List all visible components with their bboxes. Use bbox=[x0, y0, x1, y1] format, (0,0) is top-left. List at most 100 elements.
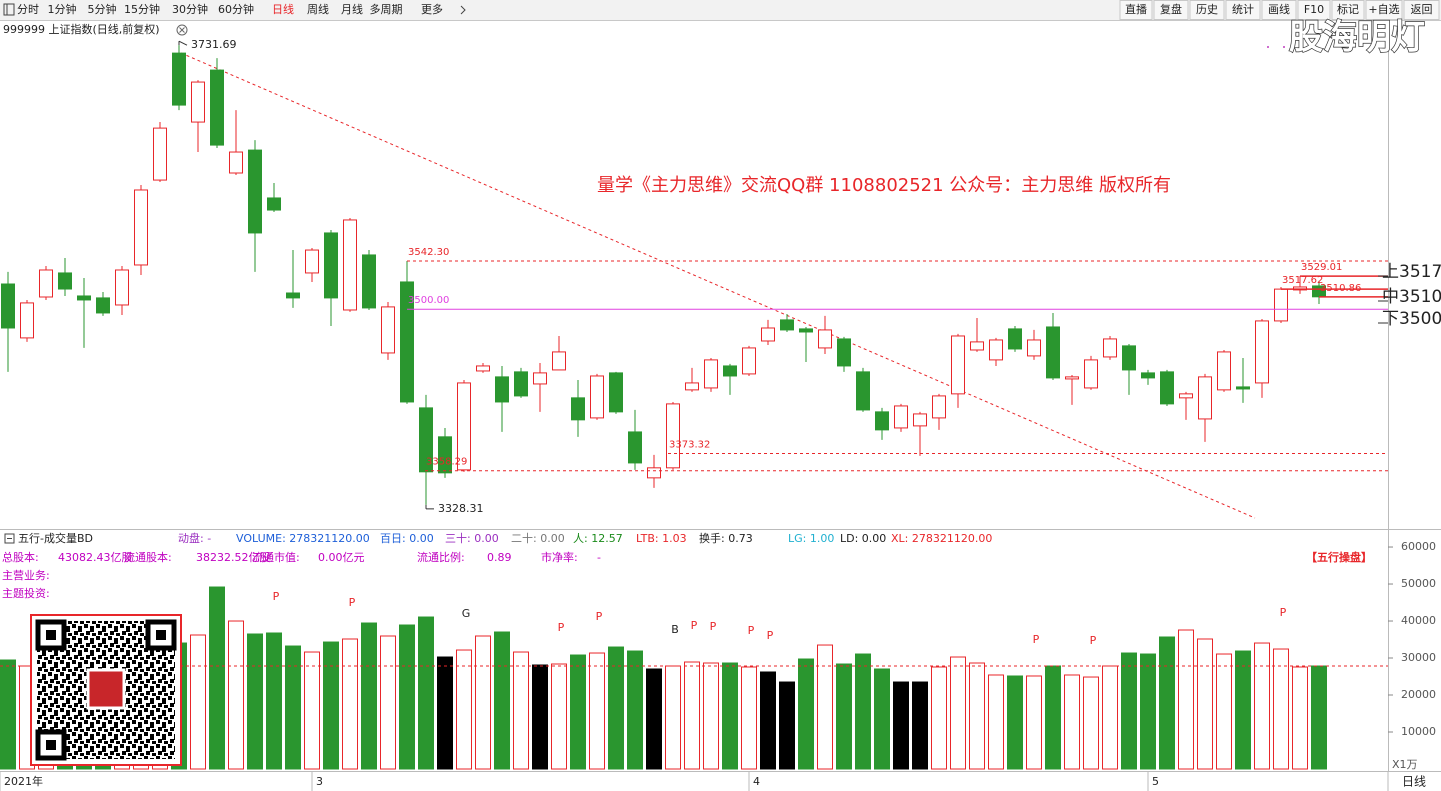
candle-body bbox=[343, 219, 357, 311]
candle-body bbox=[1179, 393, 1193, 399]
period-tab[interactable]: 周线 bbox=[307, 2, 329, 16]
volume-bar bbox=[893, 681, 909, 770]
tool-button[interactable] bbox=[1261, 0, 1297, 20]
candle-body bbox=[913, 413, 927, 427]
candle-body bbox=[875, 411, 889, 431]
candle-body bbox=[1103, 338, 1117, 358]
period-tab[interactable]: 60分钟 bbox=[218, 2, 254, 16]
signal-marker: P bbox=[710, 620, 717, 633]
candle-body bbox=[970, 341, 984, 351]
candle-body bbox=[39, 269, 53, 298]
tool-button-label[interactable]: 统计 bbox=[1232, 3, 1254, 16]
info-row: 主题投资: bbox=[2, 586, 50, 600]
tool-button[interactable] bbox=[1297, 0, 1331, 20]
candle-body bbox=[495, 376, 509, 403]
y-tick-label: 30000 bbox=[1401, 651, 1436, 664]
level-label: 3358.29 bbox=[426, 457, 467, 468]
indicator-field: 百日: 0.00 bbox=[380, 532, 434, 545]
volume-bar bbox=[703, 662, 719, 770]
candle-body bbox=[20, 302, 34, 339]
info-row: 主营业务: bbox=[2, 568, 50, 582]
candle-body bbox=[723, 365, 737, 377]
tool-button-label[interactable]: 返回 bbox=[1411, 3, 1433, 16]
volume-bar bbox=[1159, 636, 1175, 770]
volume-bar bbox=[570, 654, 586, 770]
period-tab[interactable]: 更多 bbox=[421, 2, 443, 16]
volume-bar bbox=[342, 638, 358, 770]
candle-body bbox=[742, 347, 756, 375]
tool-button[interactable] bbox=[1153, 0, 1189, 20]
indicator-field: 换手: 0.73 bbox=[699, 531, 753, 545]
tool-button-label[interactable]: 标记 bbox=[1337, 2, 1359, 16]
period-tab[interactable]: 多周期 bbox=[370, 2, 403, 16]
level-label: 3510.86 bbox=[1320, 283, 1361, 294]
x-tick-label: 3 bbox=[316, 775, 323, 788]
candle-body bbox=[476, 365, 490, 372]
candle-body bbox=[951, 335, 965, 395]
signal-marker: P bbox=[1090, 634, 1097, 647]
volume-bar bbox=[437, 656, 453, 770]
footer-period[interactable]: 日线 bbox=[1402, 775, 1426, 789]
tool-button[interactable] bbox=[1365, 0, 1403, 20]
candle-body bbox=[932, 395, 946, 419]
tool-button[interactable] bbox=[1403, 0, 1440, 20]
trend-line bbox=[180, 52, 1256, 519]
tool-button-label[interactable]: 复盘 bbox=[1160, 2, 1182, 16]
period-tabs: 分时 1分钟 5分钟 15分钟 30分钟 60分钟 日线 周线 月线 多周期 更多 bbox=[17, 2, 443, 16]
volume-bar bbox=[722, 662, 738, 770]
info-field: 流通市值: bbox=[252, 550, 300, 564]
volume-bar bbox=[361, 622, 377, 770]
candle-body bbox=[1065, 376, 1079, 380]
candle-body bbox=[419, 407, 433, 473]
period-tab[interactable]: 5分钟 bbox=[88, 2, 117, 16]
dot bbox=[1267, 46, 1269, 48]
volume-bar bbox=[1064, 674, 1080, 770]
y-tick-label: 10000 bbox=[1401, 725, 1436, 738]
qr-finder-core bbox=[46, 630, 56, 640]
volume-bar bbox=[969, 662, 985, 770]
candle-body bbox=[514, 371, 528, 397]
period-tab[interactable]: 日线 bbox=[272, 2, 294, 16]
volume-bar bbox=[323, 641, 339, 770]
volume-bar bbox=[1102, 665, 1118, 770]
candle-body bbox=[381, 306, 395, 354]
candle-body bbox=[1027, 339, 1041, 357]
indicator-name: 五行-成交量BD bbox=[18, 531, 93, 545]
candle-body bbox=[1008, 328, 1022, 350]
candle-body bbox=[761, 327, 775, 342]
tool-button[interactable] bbox=[1189, 0, 1225, 20]
more-chevron[interactable] bbox=[460, 5, 466, 15]
volume-bar bbox=[1045, 665, 1061, 770]
volume-bar bbox=[912, 681, 928, 770]
candle-body bbox=[647, 467, 661, 479]
tool-button-label[interactable]: F10 bbox=[1304, 3, 1324, 16]
tool-button[interactable] bbox=[1119, 0, 1153, 20]
period-tab[interactable]: 月线 bbox=[341, 2, 363, 16]
level-label: 3542.30 bbox=[408, 247, 449, 258]
indicator-icon[interactable] bbox=[4, 533, 15, 544]
tool-button[interactable] bbox=[1225, 0, 1261, 20]
close-icon[interactable] bbox=[176, 24, 188, 36]
volume-bar bbox=[1140, 653, 1156, 770]
candle-body bbox=[590, 375, 604, 419]
volume-bar bbox=[589, 652, 605, 770]
period-tab[interactable]: 30分钟 bbox=[172, 2, 208, 16]
close-icon-x bbox=[179, 27, 185, 33]
signal-marker: P bbox=[767, 629, 774, 642]
tool-button-label[interactable]: 画线 bbox=[1268, 2, 1290, 16]
indicator-field: 动盘: - bbox=[178, 531, 211, 545]
tool-button-label[interactable]: +自选 bbox=[1368, 3, 1399, 16]
volume-bar bbox=[1178, 629, 1194, 770]
tool-button-label[interactable]: 历史 bbox=[1196, 3, 1218, 16]
level-label: 3529.01 bbox=[1301, 262, 1342, 273]
period-tab[interactable]: 分时 bbox=[17, 3, 39, 16]
tool-button-label[interactable]: 直播 bbox=[1125, 2, 1147, 16]
info-field: 0.89 bbox=[487, 551, 512, 564]
candle-body bbox=[77, 295, 91, 301]
period-tab[interactable]: 1分钟 bbox=[48, 2, 77, 16]
y-tick-label: 50000 bbox=[1401, 577, 1436, 590]
period-tab[interactable]: 15分钟 bbox=[124, 2, 160, 16]
tool-button[interactable] bbox=[1331, 0, 1365, 20]
candle-body bbox=[1122, 345, 1136, 371]
toolbar-icon[interactable] bbox=[3, 3, 15, 16]
